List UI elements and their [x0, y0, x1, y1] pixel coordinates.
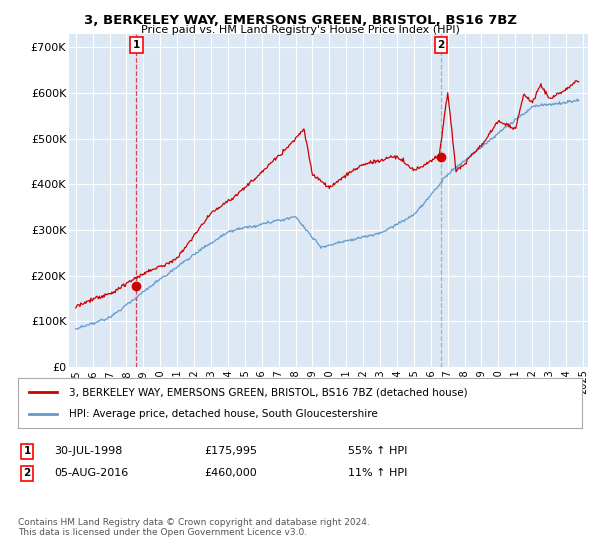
Text: 3, BERKELEY WAY, EMERSONS GREEN, BRISTOL, BS16 7BZ: 3, BERKELEY WAY, EMERSONS GREEN, BRISTOL… — [83, 14, 517, 27]
Text: 3, BERKELEY WAY, EMERSONS GREEN, BRISTOL, BS16 7BZ (detached house): 3, BERKELEY WAY, EMERSONS GREEN, BRISTOL… — [69, 387, 467, 397]
Text: £460,000: £460,000 — [204, 468, 257, 478]
Text: 30-JUL-1998: 30-JUL-1998 — [54, 446, 122, 456]
Text: Contains HM Land Registry data © Crown copyright and database right 2024.
This d: Contains HM Land Registry data © Crown c… — [18, 518, 370, 538]
Text: 1: 1 — [133, 40, 140, 50]
Text: 2: 2 — [437, 40, 445, 50]
Text: 11% ↑ HPI: 11% ↑ HPI — [348, 468, 407, 478]
Text: £175,995: £175,995 — [204, 446, 257, 456]
Text: 55% ↑ HPI: 55% ↑ HPI — [348, 446, 407, 456]
Text: 05-AUG-2016: 05-AUG-2016 — [54, 468, 128, 478]
Text: 2: 2 — [23, 468, 31, 478]
Text: Price paid vs. HM Land Registry's House Price Index (HPI): Price paid vs. HM Land Registry's House … — [140, 25, 460, 35]
Text: HPI: Average price, detached house, South Gloucestershire: HPI: Average price, detached house, Sout… — [69, 409, 377, 419]
Text: 1: 1 — [23, 446, 31, 456]
